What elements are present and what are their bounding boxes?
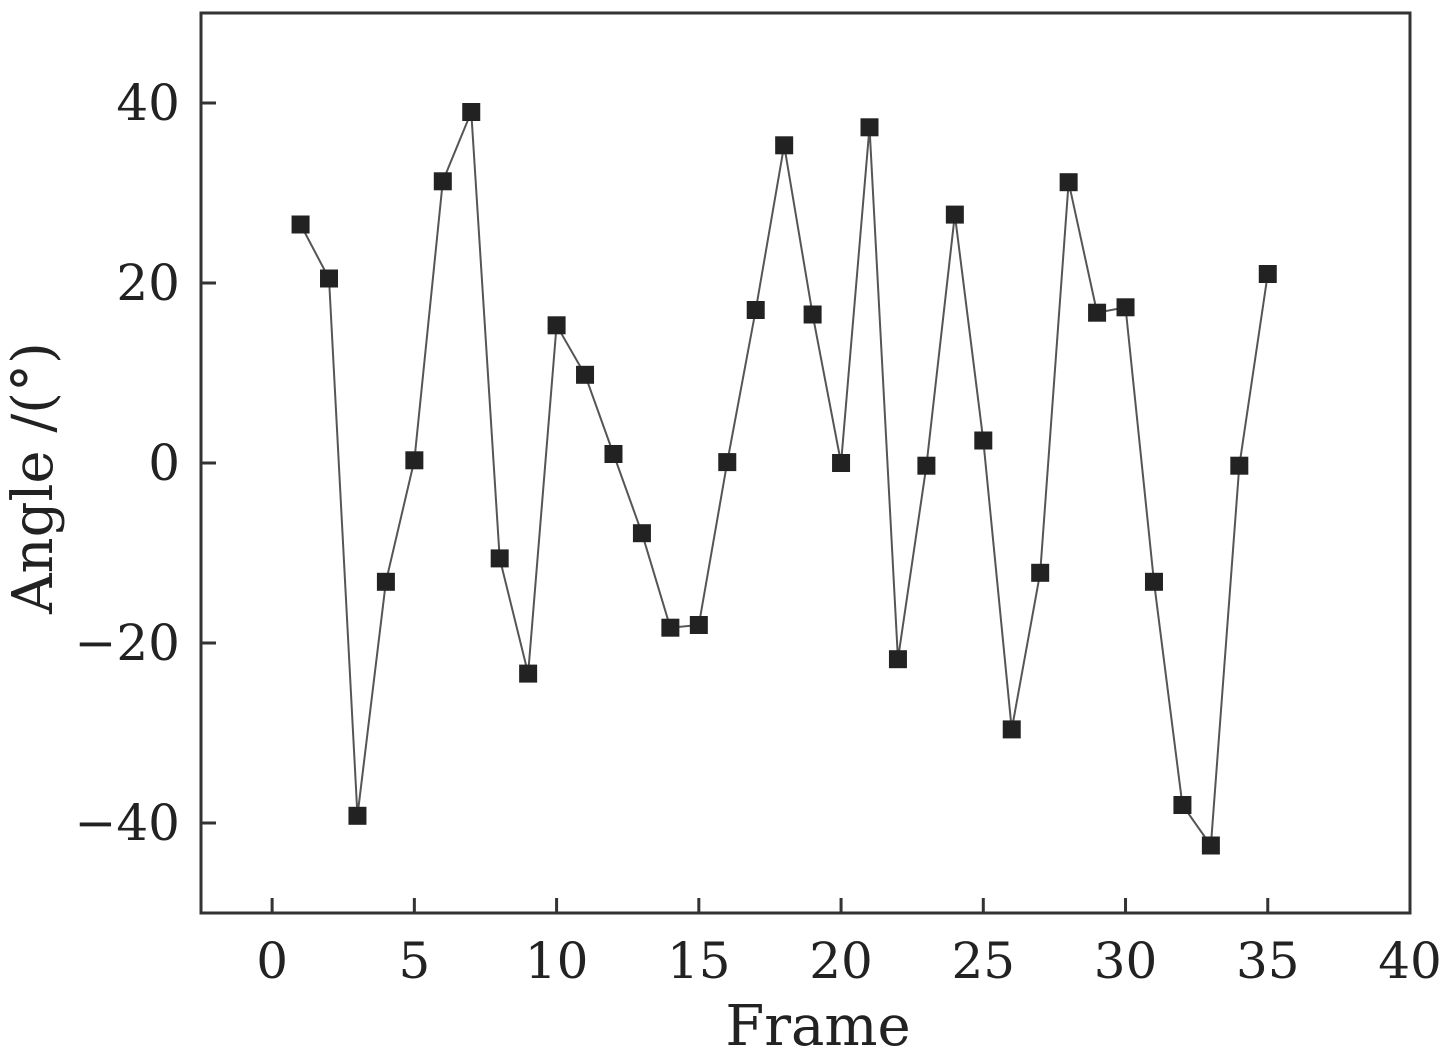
data-point-marker: [803, 305, 822, 324]
x-tick-label: 5: [398, 932, 430, 990]
data-point-marker: [320, 269, 339, 288]
x-tick-label: 35: [1236, 932, 1300, 990]
data-point-marker: [348, 806, 367, 825]
x-tick-label: 10: [525, 932, 589, 990]
x-tick-label: 25: [951, 932, 1015, 990]
data-point-marker: [1031, 563, 1050, 582]
y-tick-label: 40: [116, 74, 180, 132]
y-tick-label: 20: [116, 254, 180, 312]
x-tick-label: 40: [1378, 932, 1440, 990]
y-axis: −40 −20 0 20 40: [74, 74, 216, 852]
data-point-marker: [462, 103, 481, 121]
y-axis-title: Angle /(°): [1, 342, 66, 615]
data-point-marker: [547, 316, 566, 335]
data-point-marker: [945, 205, 964, 224]
data-point-marker: [1116, 298, 1135, 317]
data-point-marker: [1201, 836, 1220, 855]
data-point-marker: [974, 431, 993, 450]
data-point-marker: [1059, 173, 1078, 192]
x-tick-label: 30: [1094, 932, 1158, 990]
data-point-marker: [519, 664, 538, 683]
plot-area-frame: [199, 11, 1412, 915]
data-point-marker: [1002, 720, 1021, 739]
x-tick-label: 20: [809, 932, 873, 990]
y-tick-label: −20: [74, 614, 180, 672]
data-series: [291, 103, 1277, 855]
data-point-marker: [860, 118, 879, 137]
y-tick-label: 0: [148, 434, 180, 492]
data-point-marker: [576, 365, 595, 384]
data-point-marker: [888, 650, 907, 669]
data-point-marker: [689, 616, 708, 634]
data-point-marker: [1173, 796, 1192, 814]
data-point-marker: [632, 524, 651, 543]
series-line: [299, 111, 1269, 849]
data-point-marker: [775, 136, 794, 155]
data-point-marker: [661, 618, 680, 637]
x-tick-label: 15: [667, 932, 731, 990]
data-point-marker: [376, 572, 395, 591]
data-point-marker: [746, 301, 765, 319]
data-point-marker: [604, 445, 623, 463]
x-axis-title: Frame: [725, 994, 910, 1056]
data-point-marker: [718, 453, 737, 472]
data-point-marker: [1258, 265, 1277, 283]
data-point-marker: [490, 549, 509, 568]
data-point-marker: [291, 215, 310, 234]
data-point-marker: [832, 454, 851, 472]
data-point-marker: [405, 451, 424, 470]
data-point-marker: [1230, 456, 1249, 475]
data-point-marker: [1088, 303, 1107, 322]
x-tick-label: 0: [256, 932, 288, 990]
y-tick-label: −40: [74, 794, 180, 852]
x-axis: 0 5 10 15 20 25 30 35 40: [256, 898, 1440, 990]
data-point-marker: [1144, 572, 1163, 591]
data-point-marker: [917, 456, 936, 475]
data-point-marker: [433, 172, 452, 191]
